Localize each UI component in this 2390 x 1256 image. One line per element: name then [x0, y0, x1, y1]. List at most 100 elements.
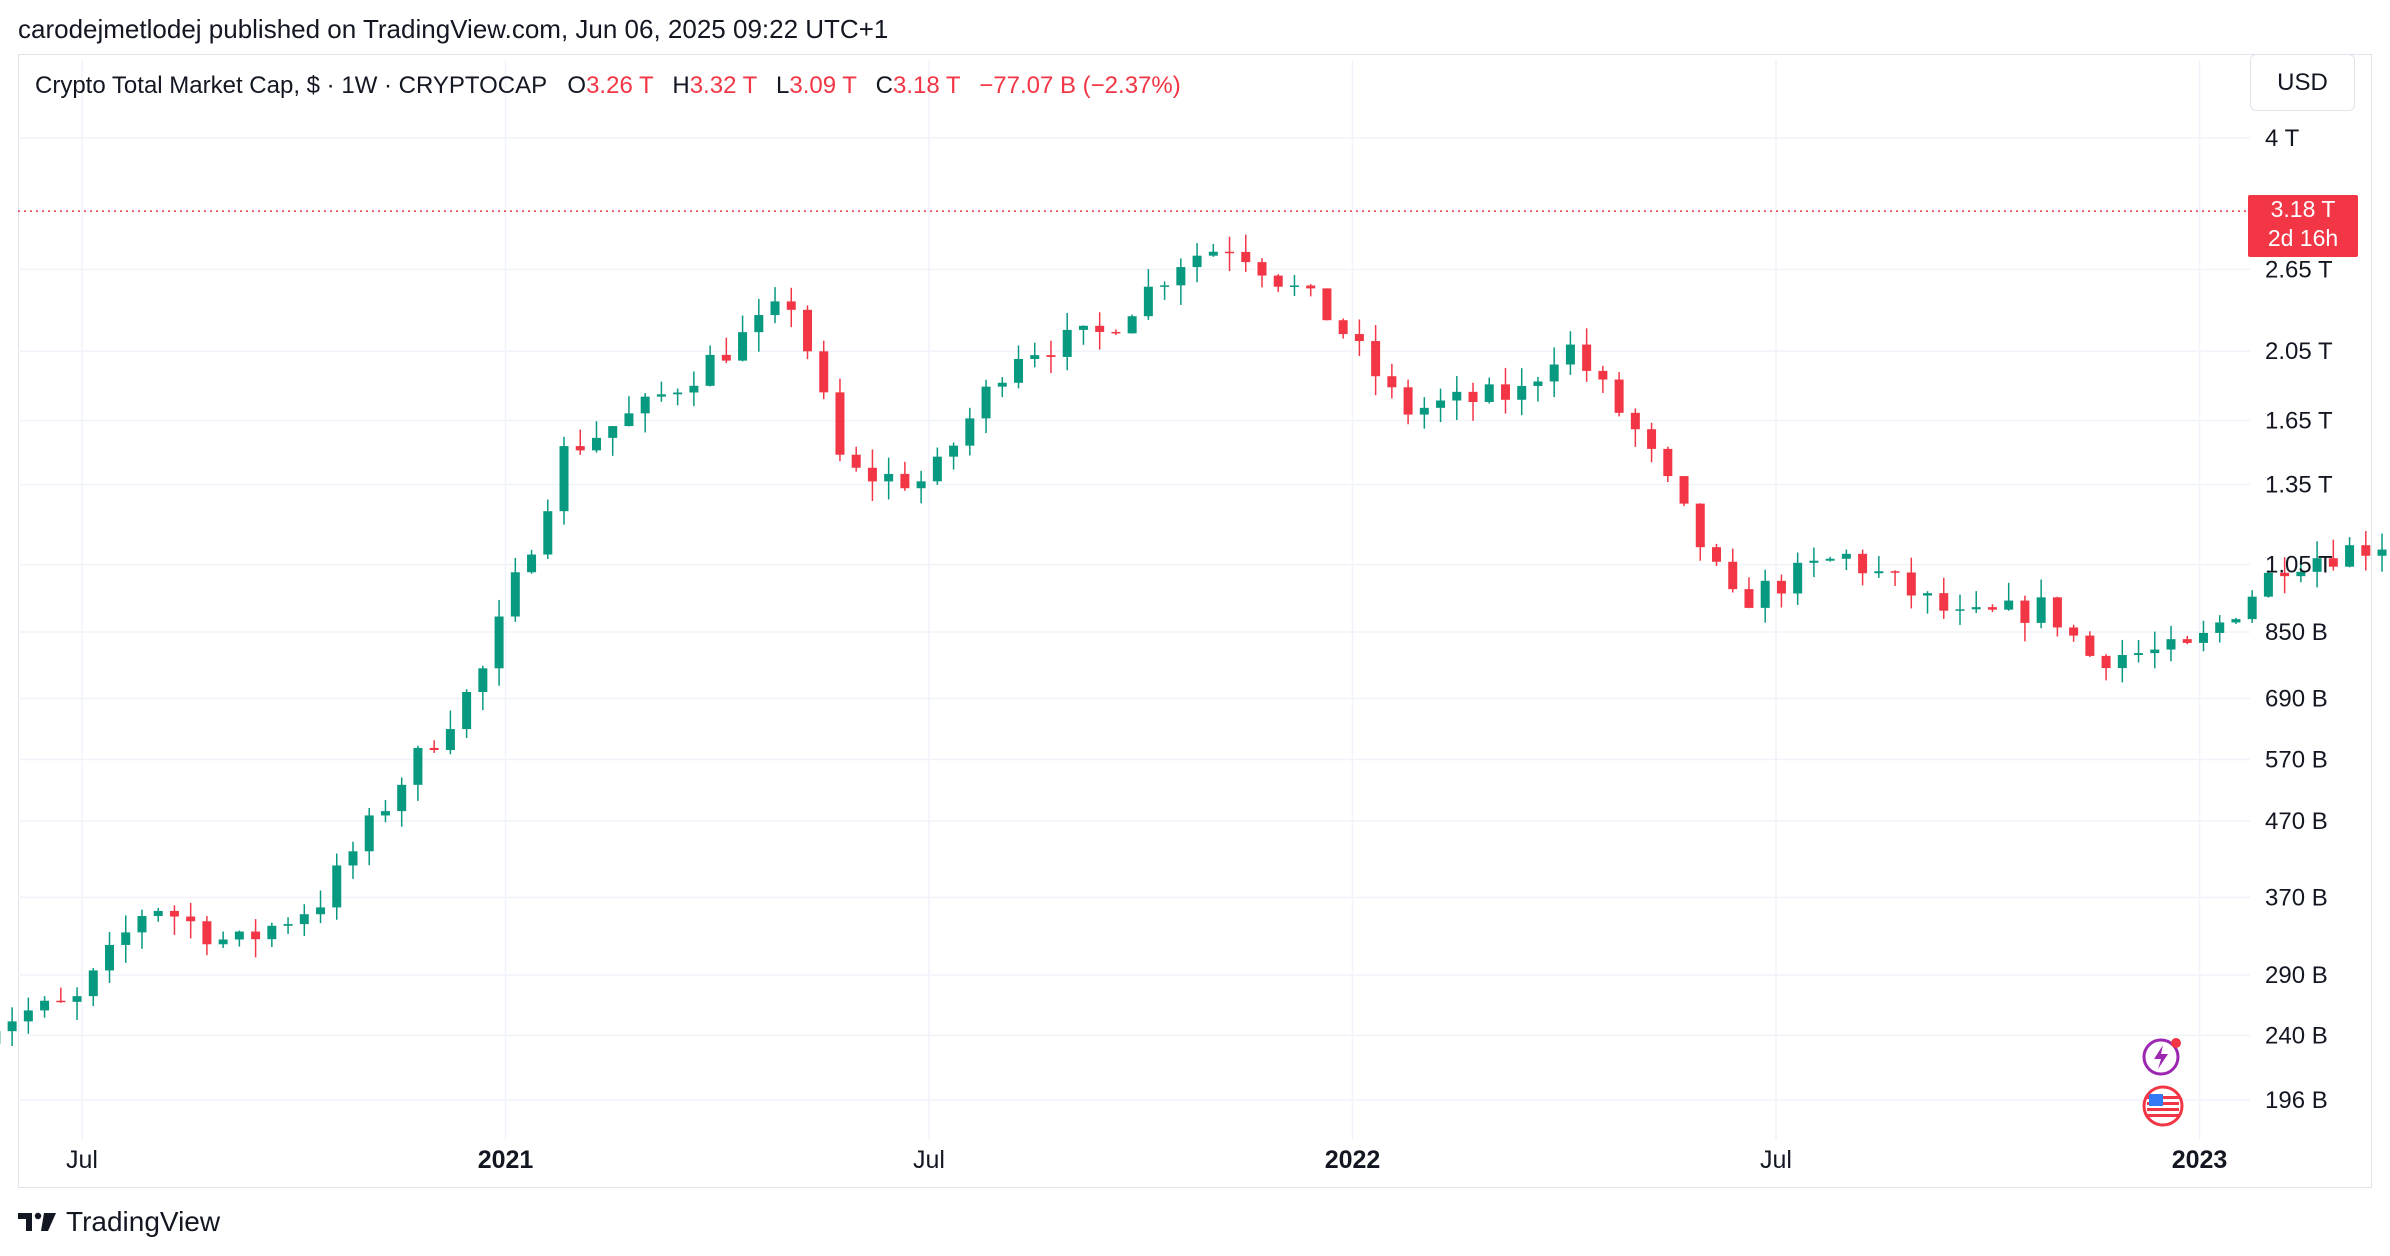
candle-down [900, 473, 910, 489]
candle-down [1241, 251, 1251, 263]
candle-up [1565, 344, 1575, 365]
candle-up [2198, 632, 2208, 643]
time-tick-label: 2023 [2172, 1146, 2228, 1174]
candle-up [40, 1000, 50, 1011]
candle-down [186, 916, 196, 922]
candle-down [2328, 558, 2338, 567]
candle-up [1484, 384, 1494, 403]
candle-up [2296, 571, 2306, 577]
price-tick-label: 370 B [2265, 884, 2328, 911]
candle-down [867, 467, 877, 482]
candle-up [1809, 560, 1819, 563]
candle-down [2085, 635, 2095, 656]
candle-up [462, 691, 472, 730]
candle-down [1500, 384, 1510, 400]
candle-up [527, 554, 537, 573]
candle-up [283, 924, 293, 926]
bar-countdown: 2d 16h [2267, 225, 2339, 251]
candle-down [2052, 597, 2062, 628]
candle-down [1695, 503, 1705, 548]
candle-up [218, 939, 228, 945]
candle-down [1273, 275, 1283, 287]
candle-down [786, 301, 796, 310]
candle-down [2280, 572, 2290, 577]
currency-button[interactable]: USD [2250, 54, 2355, 111]
footer-brand[interactable]: TradingView [66, 1206, 221, 1237]
candle-down [1582, 344, 1592, 371]
candle-up [1192, 255, 1202, 268]
candle-up [1825, 558, 1835, 561]
candle-down [2101, 655, 2111, 669]
candle-down [1712, 547, 1722, 562]
price-tick-label: 4 T [2265, 125, 2300, 152]
candle-up [1549, 364, 1559, 382]
price-tick-label: 240 B [2265, 1022, 2328, 1049]
candle-up [1533, 381, 1543, 386]
us-flag-icon[interactable] [2141, 1084, 2185, 1133]
candle-down [1225, 251, 1235, 254]
candle-down [1387, 376, 1397, 388]
candle-down [169, 910, 179, 917]
price-tick-label: 850 B [2265, 619, 2328, 646]
grid-lines [18, 60, 2250, 1140]
candle-up [316, 907, 326, 915]
candle-up [234, 931, 244, 940]
candle-down [1468, 391, 1478, 403]
candle-up [332, 865, 342, 908]
candle-up [770, 301, 780, 316]
candle-up [2036, 597, 2046, 623]
candle-up [1760, 580, 1770, 608]
candle-down [1858, 553, 1868, 574]
candle-up [1062, 329, 1072, 357]
price-tick-label: 470 B [2265, 808, 2328, 835]
last-price-value: 3.18 T [2270, 196, 2336, 222]
candle-up [2377, 549, 2387, 556]
candle-up [624, 413, 634, 427]
candle-up [364, 815, 374, 852]
last-price-tag: 3.18 T 2d 16h [2248, 195, 2358, 257]
candle-down [1728, 561, 1738, 590]
candle-down [802, 309, 812, 352]
candle-down [1046, 355, 1056, 357]
price-tick-label: 2.65 T [2265, 256, 2333, 283]
candle-up [932, 456, 942, 482]
candle-down [1630, 412, 1640, 430]
candle-down [1338, 320, 1348, 335]
candle-up [348, 851, 358, 866]
chart-frame [18, 54, 2372, 1188]
candle-down [251, 931, 261, 940]
lightning-icon[interactable] [2141, 1035, 2185, 1084]
candle-up [884, 473, 894, 482]
candle-down [1679, 476, 1689, 504]
candle-up [510, 572, 520, 617]
candle-up [2215, 622, 2225, 633]
tradingview-logo-icon[interactable] [18, 1210, 58, 1234]
candle-up [23, 1010, 33, 1022]
candle-up [299, 914, 309, 925]
legend-close-key: C [875, 72, 893, 99]
candle-down [1906, 572, 1916, 596]
time-tick-label: Jul [1760, 1146, 1792, 1174]
candle-down [1371, 341, 1381, 377]
candle-up [997, 382, 1007, 387]
candle-down [1598, 370, 1608, 380]
candle-up [72, 996, 82, 1002]
candle-up [380, 811, 390, 816]
candle-up [397, 784, 407, 812]
legend-open-key: O [567, 72, 587, 99]
candle-up [2150, 649, 2160, 654]
legend-symbol[interactable]: Crypto Total Market Cap, $ · 1W · CRYPTO… [35, 72, 547, 99]
candle-up [413, 747, 423, 785]
candle-down [721, 354, 731, 361]
price-tick-label: 690 B [2265, 686, 2328, 713]
candle-up [640, 396, 650, 414]
candle-up [916, 481, 926, 489]
candle-down [575, 446, 585, 451]
candle-up [1289, 285, 1299, 288]
candle-down [851, 454, 861, 468]
candle-up [1841, 553, 1851, 559]
candle-up [689, 385, 699, 393]
candle-down [819, 351, 829, 393]
candle-up [1014, 359, 1024, 383]
